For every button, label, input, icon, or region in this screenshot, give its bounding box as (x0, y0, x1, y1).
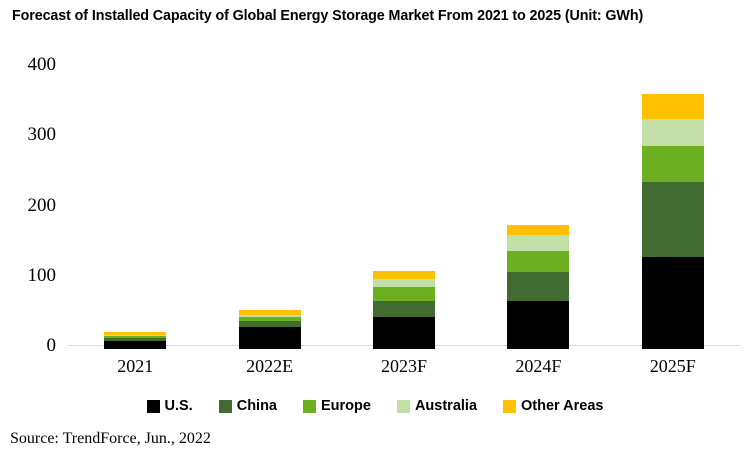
bar-stack (641, 94, 704, 349)
bar-segment (641, 181, 704, 257)
bar-segment (507, 250, 570, 272)
bar-segment (238, 314, 301, 318)
bar-segment (104, 338, 167, 341)
legend-item[interactable]: Australia (396, 398, 478, 414)
bar-segment (373, 301, 435, 318)
y-axis-tick-label: 400 (27, 54, 57, 75)
bar-segment (238, 317, 301, 321)
bar-segment (104, 340, 167, 349)
bar-segment (507, 271, 570, 302)
bar-segment (238, 326, 301, 349)
legend-swatch-icon (146, 399, 160, 413)
bar-stack (507, 225, 570, 349)
bar-group (373, 64, 435, 349)
bar-segment (641, 94, 704, 120)
legend-swatch-icon (503, 399, 517, 413)
bar-segment (104, 332, 167, 335)
legend-swatch-icon (396, 399, 410, 413)
bar-segment (373, 279, 435, 288)
bar-segment (373, 317, 435, 349)
bar-group (104, 64, 167, 349)
x-axis-tick-label: 2021 (117, 356, 154, 376)
bar-segment (507, 235, 570, 251)
bar-segment (641, 119, 704, 147)
bar-stack (238, 310, 301, 349)
bar-segment (238, 310, 301, 315)
bar-stack (104, 332, 167, 349)
bar-segment (507, 225, 570, 236)
bar-segment (373, 287, 435, 302)
legend-item[interactable]: Europe (303, 398, 371, 414)
legend-label: U.S. (164, 398, 193, 414)
x-axis-tick-label: 2023F (380, 356, 427, 376)
y-axis-tick-label: 100 (27, 264, 57, 286)
legend-item[interactable]: Other Areas (503, 398, 603, 414)
legend-item[interactable]: China (218, 398, 277, 414)
bar-segment (238, 320, 301, 327)
bar-stack (373, 271, 435, 349)
y-axis-tick-label: 200 (27, 194, 57, 216)
plot-area (68, 60, 740, 349)
bar-group (641, 64, 704, 349)
chart-title: Forecast of Installed Capacity of Global… (12, 8, 644, 24)
legend-swatch-icon (303, 399, 316, 413)
bar-segment (373, 271, 435, 280)
bar-segment (641, 256, 704, 349)
legend-item[interactable]: U.S. (146, 398, 193, 414)
legend-label: Australia (414, 398, 478, 414)
bar-segment (507, 301, 570, 349)
y-axis-tick-label: 300 (27, 124, 57, 146)
chart-legend: U.S. China Europe Australia Other Areas (0, 398, 750, 414)
bar-segment (641, 146, 704, 182)
legend-label: Other Areas (521, 398, 604, 414)
source-note: Source: TrendForce, Jun., 2022 (10, 430, 211, 447)
x-axis-tick-label: 2025F (649, 356, 696, 376)
legend-swatch-icon (218, 399, 232, 413)
legend-label: Europe (321, 398, 371, 414)
bar-group (238, 64, 301, 349)
bar-segment (104, 335, 167, 339)
legend-label: China (236, 398, 277, 414)
bar-group (507, 64, 570, 349)
bar-segment (104, 335, 167, 336)
y-axis-tick-label: 0 (46, 335, 57, 356)
x-axis-tick-label: 2022E (246, 356, 294, 376)
x-axis-tick-label: 2024F (515, 356, 562, 376)
